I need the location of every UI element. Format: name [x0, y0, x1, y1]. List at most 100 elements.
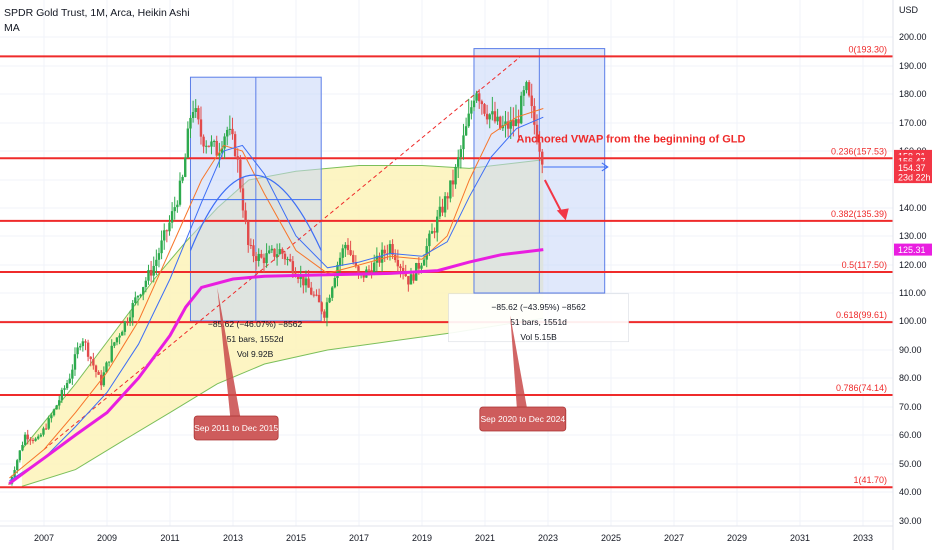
callout-1[interactable]: Sep 2011 to Dec 2015: [193, 287, 279, 441]
candle-body: [79, 346, 82, 348]
candle-body: [467, 113, 470, 127]
fib-level-5[interactable]: 0.786(74.14): [0, 383, 893, 396]
y-tick-label: 200.00: [899, 32, 927, 42]
callout-box: [479, 406, 567, 432]
stats-line: 51 bars, 1552d: [227, 334, 284, 344]
candle-body: [210, 141, 213, 147]
x-tick-label: 2027: [664, 533, 684, 543]
candle-body: [212, 140, 216, 142]
candle-body: [530, 95, 533, 107]
candle-body: [449, 180, 452, 199]
candle-body: [441, 206, 444, 213]
candle-body: [102, 372, 106, 386]
candle-body: [44, 428, 48, 430]
price-axis-bg: [893, 0, 932, 550]
candle-body: [312, 294, 316, 296]
price-label-bg: [894, 243, 932, 256]
ma-slow-line: [9, 116, 544, 482]
candle-body: [89, 356, 92, 360]
candle-body: [68, 378, 71, 383]
measure-box-2[interactable]: [473, 48, 606, 294]
x-tick-label: 2009: [97, 533, 117, 543]
candle-body: [191, 112, 195, 118]
candle-body: [165, 230, 169, 232]
price-label-bg: [894, 171, 932, 184]
x-tick-label: 2017: [349, 533, 369, 543]
candle-body: [296, 276, 300, 279]
fib-level-6[interactable]: 1(41.70): [0, 475, 893, 489]
candle-body: [207, 145, 211, 147]
candle-body: [454, 166, 457, 185]
candle-body: [118, 335, 121, 338]
candle-body: [244, 210, 247, 222]
indicator-label[interactable]: MA: [4, 22, 20, 34]
candle-body: [470, 107, 473, 114]
candle-body: [396, 260, 400, 267]
chart-title: SPDR Gold Trust, 1M, Arca, Heikin Ashi: [4, 7, 190, 19]
candle-body: [260, 253, 263, 258]
candle-body: [257, 253, 260, 261]
candle-body: [113, 342, 116, 346]
vwap-annotation[interactable]: Anchored VWAP from the beginning of GLD: [517, 133, 746, 145]
candle-body: [65, 382, 69, 389]
callout-box: [193, 415, 279, 441]
candle-body: [71, 369, 74, 379]
candle-body: [512, 120, 515, 127]
candle-body: [493, 111, 497, 122]
y-tick-label: 90.00: [899, 345, 922, 355]
candle-body: [483, 104, 486, 114]
price-label: 154.37: [894, 161, 932, 174]
candle-body: [265, 253, 268, 264]
candle-body: [349, 250, 352, 255]
candle-body: [152, 265, 155, 276]
ma-fast-line: [9, 108, 544, 479]
callout-text: Sep 2020 to Dec 2024: [481, 414, 566, 424]
candle-body: [226, 129, 229, 137]
candle-body: [299, 275, 302, 279]
candle-body: [215, 140, 218, 156]
candle-body: [412, 274, 415, 281]
candle-body: [438, 206, 442, 217]
candle-body: [86, 342, 90, 357]
candle-body: [320, 302, 323, 312]
stats-line: 51 bars, 1551d: [510, 317, 567, 327]
candle-body: [34, 438, 37, 441]
candle-body: [252, 245, 255, 257]
candle-body: [131, 303, 134, 318]
candle-body: [338, 257, 342, 265]
candle-body: [354, 262, 358, 267]
fib-level-1[interactable]: 0.236(157.53): [0, 146, 893, 160]
candle-body: [184, 157, 187, 177]
candle-body: [84, 341, 87, 343]
candle-body: [136, 295, 140, 298]
fib-label: 0.786(74.14): [836, 383, 887, 393]
candle-body: [94, 365, 98, 372]
x-tick-label: 2025: [601, 533, 621, 543]
candle-body: [307, 278, 310, 288]
callout-2[interactable]: Sep 2020 to Dec 2024: [479, 315, 567, 432]
candle-body: [404, 273, 407, 277]
fib-level-0[interactable]: 0(193.30): [0, 44, 893, 58]
fib-level-2[interactable]: 0.382(135.39): [0, 209, 893, 222]
candle-body: [52, 409, 56, 416]
fib-label: 1(41.70): [853, 475, 887, 485]
currency-label: USD: [899, 5, 919, 15]
candle-body: [233, 134, 237, 157]
candle-body: [16, 460, 19, 471]
chart-header: SPDR Gold Trust, 1M, Arca, Heikin Ashi M…: [4, 6, 190, 36]
candle-body: [76, 347, 79, 355]
candle-body: [155, 259, 158, 266]
candle-body: [375, 255, 379, 263]
candle-body: [55, 405, 58, 410]
candle-body: [388, 244, 392, 254]
candle-body: [346, 244, 350, 251]
price-axis[interactable]: USD 30.00 40.00 50.00 60.00 70.00 80.00 90.00 10…: [893, 0, 932, 550]
measure-stats-2: −85.62 (−43.95%) −8562 51 bars, 1551d Vol …: [448, 293, 629, 343]
candle-body: [362, 273, 365, 278]
candle-body: [310, 287, 313, 295]
candle-body: [383, 249, 386, 254]
price-label-text: 125.31: [898, 245, 926, 255]
candle-body: [428, 233, 431, 247]
